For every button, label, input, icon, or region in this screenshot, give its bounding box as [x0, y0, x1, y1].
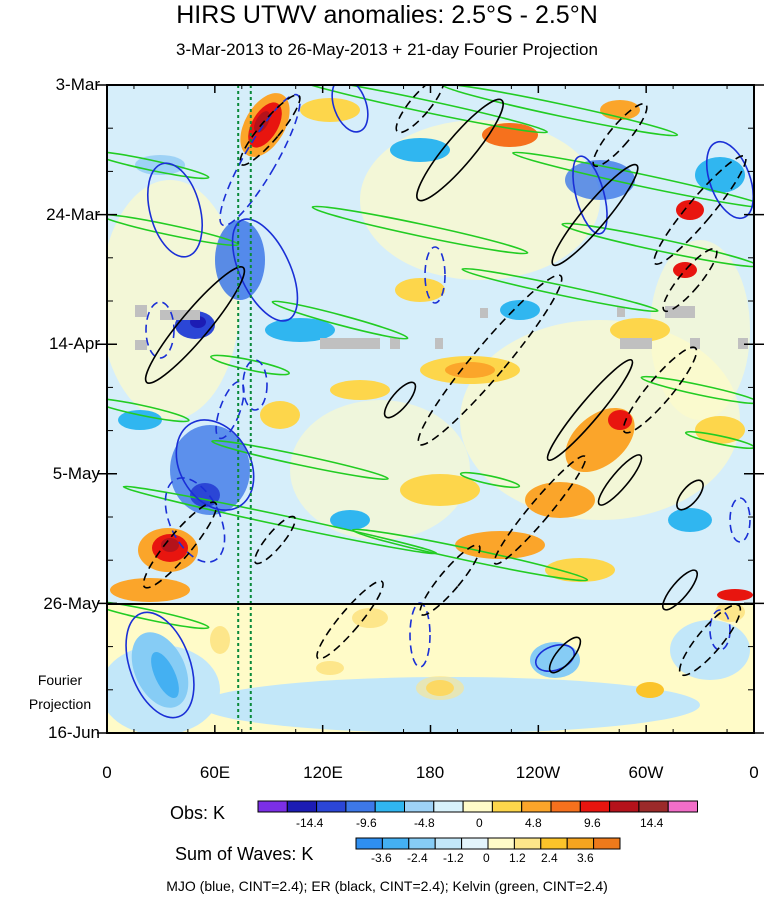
axis-ticks [97, 84, 764, 734]
x-tick-label: 60W [628, 763, 664, 782]
obs-colorbar-swatch [667, 800, 699, 813]
y-tick-label: 24-Mar [46, 205, 100, 224]
obs-colorbar-swatch [491, 800, 523, 813]
waves-colorbar [355, 837, 621, 850]
waves-colorbar-swatch [434, 837, 463, 850]
waves-colorbar-label: 2.4 [541, 851, 558, 865]
waves-colorbar-label: -2.4 [407, 851, 428, 865]
waves-colorbar-label: 3.6 [577, 851, 594, 865]
waves-colorbar-label: -3.6 [371, 851, 392, 865]
obs-colorbar-label: -14.4 [296, 816, 324, 830]
kelvin-wave-contours [107, 85, 754, 630]
x-tick-label: 180 [415, 763, 445, 782]
mjo-contours [125, 85, 754, 719]
waves-colorbar-label: -1.2 [443, 851, 464, 865]
obs-colorbar-label: 9.6 [584, 816, 601, 830]
obs-colorbar-swatch [550, 800, 581, 813]
obs-colorbar-swatch [638, 800, 669, 813]
obs-colorbar-swatch [462, 800, 493, 813]
projection-label: Fourier Projection [28, 672, 92, 712]
y-tick-label: 16-Jun [48, 723, 100, 742]
waves-colorbar-swatch [487, 837, 515, 850]
vertical-markers [237, 85, 252, 733]
obs-colorbar-swatch [579, 800, 611, 813]
x-tick-label: 60E [199, 763, 231, 782]
projection-wave-field [107, 604, 750, 733]
obs-colorbar-swatch [257, 800, 288, 813]
waves-colorbar-swatch [513, 837, 542, 850]
obs-colorbar-swatch [609, 800, 640, 813]
er-contours [142, 85, 747, 677]
obs-colorbar-swatch [433, 800, 464, 813]
waves-colorbar-swatch [381, 837, 410, 850]
obs-colorbar-swatch [374, 800, 406, 813]
x-tick-label: 120W [515, 763, 561, 782]
waves-colorbar-label: 1.2 [509, 851, 526, 865]
waves-colorbar-swatch [461, 837, 489, 850]
chart-footer: MJO (blue, CINT=2.4); ER (black, CINT=2.… [166, 878, 608, 894]
obs-colorbar-label: -4.8 [414, 816, 435, 830]
waves-colorbar-swatch [593, 837, 621, 850]
waves-colorbar-swatch [540, 837, 568, 850]
chart-title: HIRS UTWV anomalies: 2.5°S - 2.5°N [176, 1, 598, 29]
obs-colorbar-swatch [521, 800, 552, 813]
obs-colorbar-label: 0 [476, 816, 483, 830]
obs-colorbar-swatch [404, 800, 435, 813]
obs-colorbar-label: 14.4 [640, 816, 664, 830]
x-tick-label: 0 [102, 763, 112, 782]
y-tick-label: 26-May [43, 594, 100, 613]
x-tick-label: 0 [749, 763, 759, 782]
waves-colorbar-swatch [566, 837, 595, 850]
x-tick-label: 120E [303, 763, 343, 782]
waves-colorbar-label: 0 [483, 851, 490, 865]
obs-colorbar-title: Obs: K [170, 803, 226, 823]
chart-subtitle: 3-Mar-2013 to 26-May-2013 + 21-day Fouri… [176, 40, 598, 59]
obs-colorbar-swatch [286, 800, 318, 813]
waves-colorbar-swatch [408, 837, 436, 850]
obs-colorbar-label: -9.6 [356, 816, 377, 830]
obs-colorbar-label: 4.8 [525, 816, 542, 830]
missing-data-patches [135, 305, 748, 350]
obs-colorbar [257, 800, 699, 813]
obs-colorbar-swatch [316, 800, 347, 813]
waves-colorbar-title: Sum of Waves: K [175, 844, 314, 864]
waves-colorbar-swatch [355, 837, 383, 850]
y-tick-label: 14-Apr [48, 334, 100, 353]
y-tick-label: 3-Mar [55, 75, 100, 94]
y-tick-label: 5-May [52, 464, 100, 483]
obs-colorbar-swatch [345, 800, 376, 813]
obs-anomaly-field [107, 93, 753, 602]
